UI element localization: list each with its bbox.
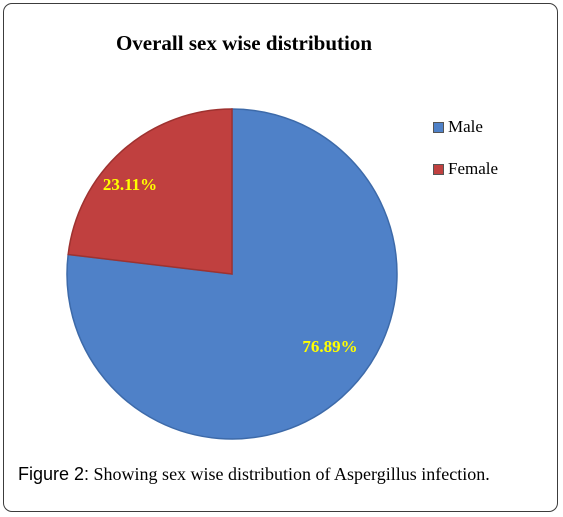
pie-slice-female	[67, 108, 233, 275]
pie-slice-male	[66, 108, 398, 440]
caption-text: Showing sex wise distribution of Aspergi…	[89, 464, 490, 484]
legend-swatch-male	[433, 121, 444, 133]
pie-chart: 76.89% 23.11%	[66, 108, 398, 440]
legend-label-male: Male	[448, 117, 483, 136]
caption-label: Figure 2:	[18, 464, 90, 484]
data-label-male: 76.89%	[302, 337, 357, 356]
legend-swatch-female	[433, 163, 444, 175]
legend-item-male: Male	[433, 116, 498, 138]
chart-legend: Male Female	[433, 116, 498, 200]
legend-item-female: Female	[433, 158, 498, 180]
figure-caption: Figure 2: Showing sex wise distribution …	[18, 464, 490, 485]
data-label-female: 23.11%	[103, 175, 157, 194]
chart-title: Overall sex wise distribution	[115, 31, 373, 55]
legend-label-female: Female	[448, 159, 499, 178]
figure-frame: Overall sex wise distribution 76.89% 23.1…	[3, 3, 558, 512]
